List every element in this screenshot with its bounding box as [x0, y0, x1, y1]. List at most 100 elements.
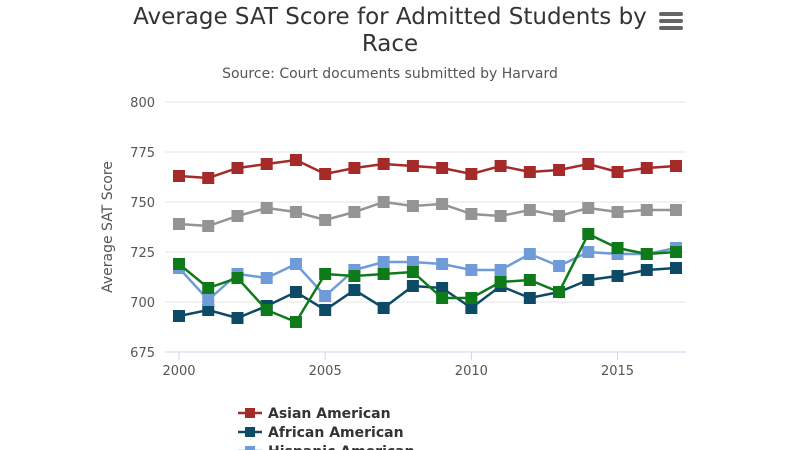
data-point-marker: [611, 206, 624, 218]
y-tick-label: 700: [130, 296, 155, 311]
data-point-marker: [523, 166, 536, 178]
hamburger-menu-icon[interactable]: [659, 12, 683, 32]
data-point-marker: [231, 272, 244, 284]
data-point-marker: [640, 162, 653, 174]
data-point-marker: [553, 260, 566, 272]
legend-item-label: African American: [268, 425, 404, 441]
y-tick-label: 800: [130, 96, 155, 111]
data-point-marker: [289, 154, 302, 166]
y-tick-label: 775: [130, 146, 155, 161]
data-point-marker: [406, 280, 419, 292]
data-point-marker: [260, 158, 273, 170]
data-point-marker: [202, 294, 215, 306]
data-point-marker: [202, 220, 215, 232]
data-point-marker: [377, 158, 390, 170]
data-point-marker: [582, 228, 595, 240]
data-point-marker: [173, 170, 185, 182]
data-point-marker: [553, 164, 566, 176]
data-point-marker: [377, 302, 390, 314]
legend-item-label: Hispanic American: [268, 444, 415, 450]
x-tick-label: 2000: [162, 364, 195, 379]
data-point-marker: [582, 246, 595, 258]
data-point-marker: [523, 248, 536, 260]
data-point-marker: [319, 214, 332, 226]
series-line: [178, 158, 677, 180]
data-point-marker: [523, 292, 536, 304]
data-point-marker: [436, 292, 449, 304]
data-point-marker: [173, 310, 185, 322]
data-point-marker: [436, 198, 449, 210]
data-point-marker: [202, 172, 215, 184]
y-tick-label: 725: [130, 246, 155, 261]
data-point-marker: [465, 168, 478, 180]
data-point-marker: [377, 256, 390, 268]
data-point-marker: [465, 264, 478, 276]
data-point-marker: [173, 218, 185, 230]
data-point-marker: [465, 302, 478, 314]
data-point-marker: [289, 286, 302, 298]
data-point-marker: [611, 166, 624, 178]
data-point-marker: [319, 290, 332, 302]
data-point-marker: [348, 206, 361, 218]
data-point-marker: [465, 208, 478, 220]
data-point-marker: [670, 204, 682, 216]
data-point-marker: [670, 246, 682, 258]
data-point-marker: [348, 162, 361, 174]
data-point-marker: [231, 312, 244, 324]
legend-marker: [245, 446, 255, 450]
data-point-marker: [670, 262, 682, 274]
series-line: [178, 246, 677, 302]
data-point-marker: [406, 256, 419, 268]
data-point-marker: [582, 202, 595, 214]
data-point-marker: [319, 304, 332, 316]
data-point-marker: [260, 202, 273, 214]
data-point-marker: [494, 276, 507, 288]
data-point-marker: [202, 282, 215, 294]
data-point-marker: [406, 266, 419, 278]
data-point-marker: [260, 272, 273, 284]
legend-marker: [245, 427, 255, 437]
data-point-marker: [582, 274, 595, 286]
data-point-marker: [231, 162, 244, 174]
legend-item-label: Asian American: [268, 406, 391, 422]
data-point-marker: [494, 210, 507, 222]
data-point-marker: [436, 162, 449, 174]
data-point-marker: [348, 284, 361, 296]
y-axis-title: Average SAT Score: [100, 161, 116, 293]
data-point-marker: [406, 200, 419, 212]
data-point-marker: [553, 210, 566, 222]
chart-title: Average SAT Score for Admitted Students …: [133, 4, 647, 57]
data-point-marker: [523, 274, 536, 286]
data-point-marker: [260, 304, 273, 316]
data-point-marker: [289, 206, 302, 218]
data-point-marker: [173, 258, 185, 270]
data-point-marker: [670, 160, 682, 172]
x-tick-label: 2005: [309, 364, 342, 379]
data-point-marker: [494, 264, 507, 276]
data-point-marker: [640, 204, 653, 216]
data-point-marker: [494, 160, 507, 172]
data-point-marker: [319, 168, 332, 180]
data-point-marker: [406, 160, 419, 172]
data-point-marker: [465, 292, 478, 304]
data-point-marker: [611, 270, 624, 282]
data-point-marker: [582, 158, 595, 170]
data-point-marker: [377, 196, 390, 208]
y-tick-label: 675: [130, 346, 155, 361]
data-point-marker: [377, 268, 390, 280]
data-point-marker: [231, 210, 244, 222]
y-tick-label: 750: [130, 196, 155, 211]
data-point-marker: [436, 258, 449, 270]
x-tick-label: 2010: [455, 364, 488, 379]
data-point-marker: [611, 242, 624, 254]
chart-subtitle: Source: Court documents submitted by Har…: [222, 66, 558, 82]
legend-marker: [245, 408, 255, 418]
data-point-marker: [640, 248, 653, 260]
data-point-marker: [436, 282, 449, 294]
data-point-marker: [289, 258, 302, 270]
data-point-marker: [523, 204, 536, 216]
data-point-marker: [289, 316, 302, 328]
data-point-marker: [640, 264, 653, 276]
data-point-marker: [553, 286, 566, 298]
